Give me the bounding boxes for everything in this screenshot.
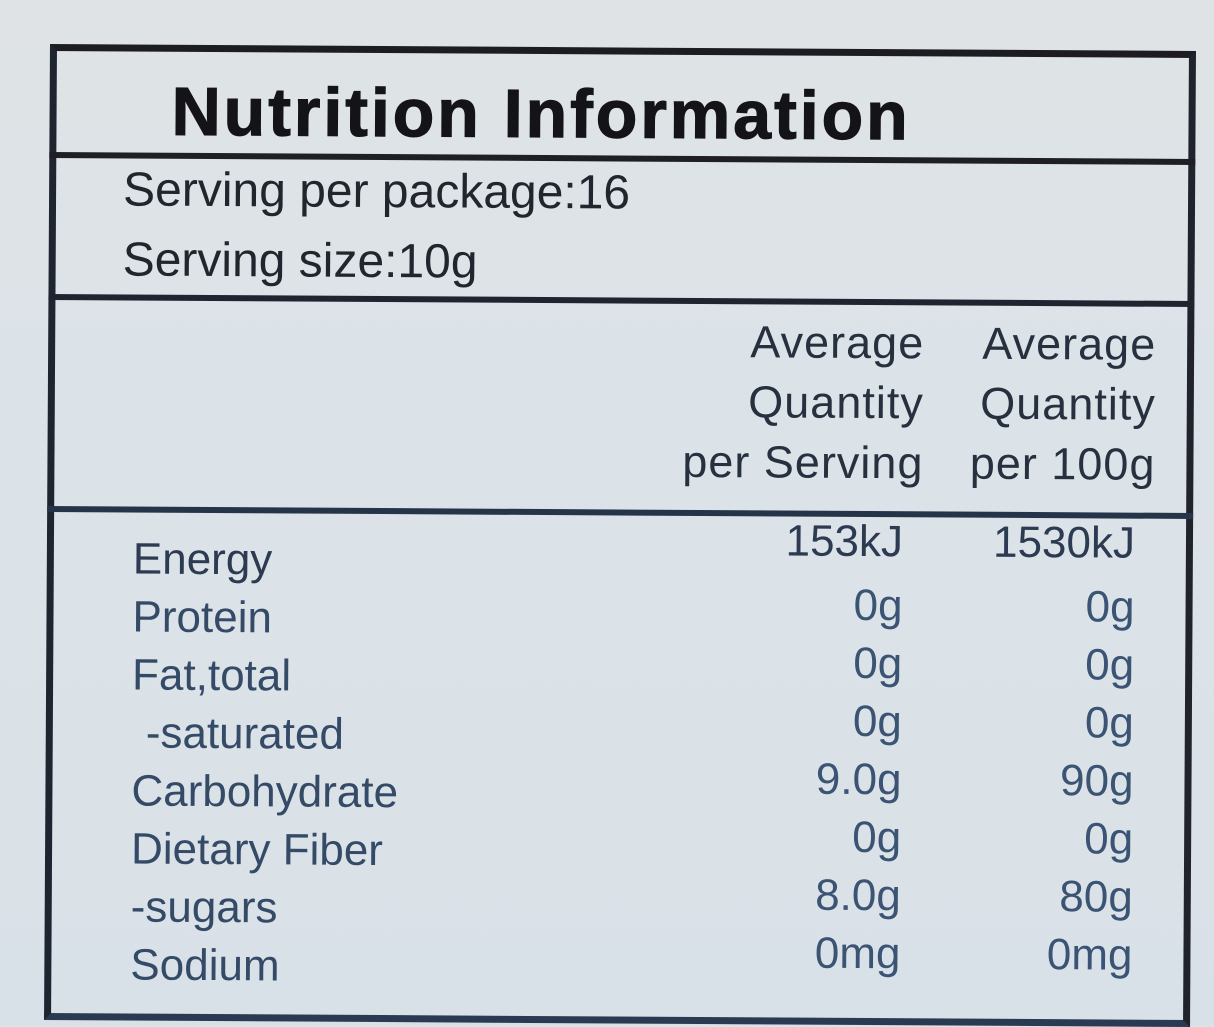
nutrient-table: Energy 153kJ 1530kJ Protein 0g 0g Fat,to… xyxy=(44,512,1193,1027)
nutrient-row-sugars: -sugars 8.0g 80g xyxy=(45,871,1191,947)
value-per-100g: 90g xyxy=(1059,756,1134,806)
value-per-serving: 0g xyxy=(852,696,903,747)
nutrient-name: Protein xyxy=(132,592,273,643)
value-per-100g: 0g xyxy=(1085,582,1135,632)
nutrient-row-energy: Energy 153kJ 1530kJ xyxy=(47,517,1193,599)
nutrient-row-carbohydrate: Carbohydrate 9.0g 90g xyxy=(45,755,1191,831)
header-line: Quantity xyxy=(748,376,924,429)
nutrient-row-dietary-fiber: Dietary Fiber 0g 0g xyxy=(45,813,1191,889)
nutrient-row-sodium: Sodium 0mg 0mg xyxy=(44,929,1190,1005)
value-per-100g: 1530kJ xyxy=(992,517,1136,568)
nutrient-name: Fat,total xyxy=(131,650,292,701)
value-per-serving: 153kJ xyxy=(785,516,904,567)
serving-size: Serving size:10g xyxy=(122,233,478,289)
nutrient-row-fat-total: Fat,total 0g 0g xyxy=(46,639,1192,715)
nutrition-label: Nutrition Information Serving per packag… xyxy=(44,44,1196,1027)
header-line: per 100g xyxy=(969,437,1156,490)
value-per-100g: 0g xyxy=(1085,640,1135,690)
nutrient-name: -sugars xyxy=(130,882,278,933)
column-headers: Average Quantity per Serving Average Qua… xyxy=(47,299,1195,519)
serving-section: Serving per package:16 Serving size:10g xyxy=(48,157,1196,307)
serving-per-package: Serving per package:16 xyxy=(122,163,631,220)
value-per-serving: 0g xyxy=(853,580,903,631)
nutrient-name: -saturated xyxy=(145,708,345,759)
header-line: Quantity xyxy=(980,377,1156,430)
nutrient-name: Dietary Fiber xyxy=(130,824,384,876)
column-header-per-serving: Average Quantity per Serving xyxy=(682,312,924,493)
value-per-100g: 0g xyxy=(1084,698,1135,748)
nutrient-name: Energy xyxy=(132,534,273,585)
value-per-serving: 0g xyxy=(853,638,903,689)
value-per-serving: 0g xyxy=(852,812,902,863)
column-header-per-100g: Average Quantity per 100g xyxy=(970,314,1157,495)
nutrient-row-saturated: -saturated 0g 0g xyxy=(46,697,1192,773)
value-per-serving: 9.0g xyxy=(815,754,902,805)
header-line: per Serving xyxy=(682,435,924,489)
nutrient-name: Carbohydrate xyxy=(131,766,399,818)
value-per-serving: 8.0g xyxy=(815,870,901,921)
value-per-100g: 0mg xyxy=(1046,930,1133,980)
label-title: Nutrition Information xyxy=(171,73,912,155)
value-per-serving: 0mg xyxy=(814,928,901,979)
nutrient-row-protein: Protein 0g 0g xyxy=(46,581,1192,657)
header-line: Average xyxy=(982,317,1157,370)
value-per-100g: 80g xyxy=(1059,872,1133,922)
title-section: Nutrition Information xyxy=(49,44,1196,165)
nutrient-name: Sodium xyxy=(130,940,280,991)
value-per-100g: 0g xyxy=(1084,814,1134,864)
header-line: Average xyxy=(750,316,925,369)
